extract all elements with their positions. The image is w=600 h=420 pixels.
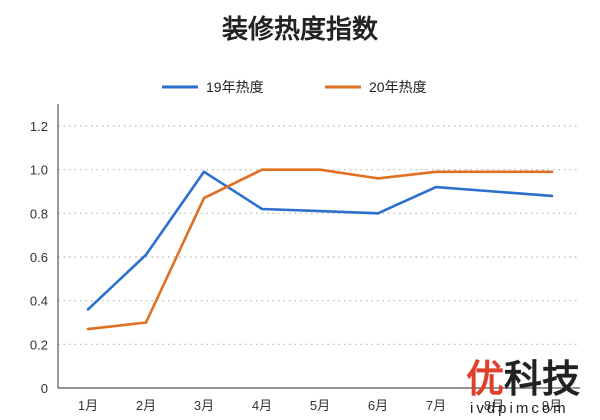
y-axis-ticks: 0 0.2 0.4 0.6 0.8 1.0 1.2 <box>30 119 48 396</box>
data-point <box>376 212 380 215</box>
y-tick-label: 0.2 <box>30 337 48 352</box>
series-line-1 <box>87 170 553 311</box>
data-point <box>202 196 206 200</box>
data-point <box>202 170 206 174</box>
data-point <box>318 209 322 213</box>
y-tick-label: 1.0 <box>30 163 48 178</box>
data-point <box>260 168 264 171</box>
data-point <box>492 190 496 193</box>
watermark-brand-rest: 科技 <box>504 359 580 401</box>
data-point <box>434 170 438 174</box>
y-tick-label: 0.8 <box>30 206 48 221</box>
x-tick-label: 2月 <box>136 398 156 413</box>
x-tick-label: 8月 <box>484 398 504 413</box>
data-point <box>376 177 380 180</box>
data-point <box>434 185 438 189</box>
y-tick-label: 0.4 <box>30 294 48 309</box>
svg-text:优科技: 优科技 <box>466 359 580 401</box>
data-point <box>492 170 496 174</box>
data-point <box>260 207 264 211</box>
y-tick-label: 0 <box>41 381 48 396</box>
data-point <box>550 170 554 174</box>
x-tick-label: 4月 <box>252 398 272 413</box>
x-tick-label: 6月 <box>368 398 388 413</box>
watermark-brand-first: 优 <box>466 359 504 401</box>
x-axis-ticks: 1月 2月 3月 4月 5月 6月 7月 8月 9月 <box>78 398 562 413</box>
data-point <box>318 168 322 171</box>
data-point <box>86 327 90 331</box>
series-lines <box>86 168 554 331</box>
data-point <box>550 194 554 198</box>
data-point <box>144 321 148 324</box>
x-tick-label: 5月 <box>310 398 330 413</box>
x-tick-label: 1月 <box>78 398 98 413</box>
x-tick-label: 9月 <box>542 398 562 413</box>
legend: 19年热度 20年热度 <box>162 79 427 95</box>
series-line-2 <box>87 168 552 331</box>
legend-label-2: 20年热度 <box>369 79 427 95</box>
watermark-url: ivdpimcom <box>470 400 569 417</box>
y-tick-label: 0.6 <box>30 250 48 265</box>
data-point <box>86 308 90 311</box>
chart-title: 装修热度指数 <box>222 14 379 44</box>
x-tick-label: 3月 <box>194 398 214 413</box>
data-point <box>144 253 148 257</box>
legend-label-1: 19年热度 <box>206 79 264 95</box>
axes <box>57 104 580 389</box>
x-tick-label: 7月 <box>426 398 446 413</box>
gridlines <box>58 125 580 345</box>
y-tick-label: 1.2 <box>30 119 48 134</box>
watermark: 优科技 ivdpimcom <box>466 359 580 417</box>
